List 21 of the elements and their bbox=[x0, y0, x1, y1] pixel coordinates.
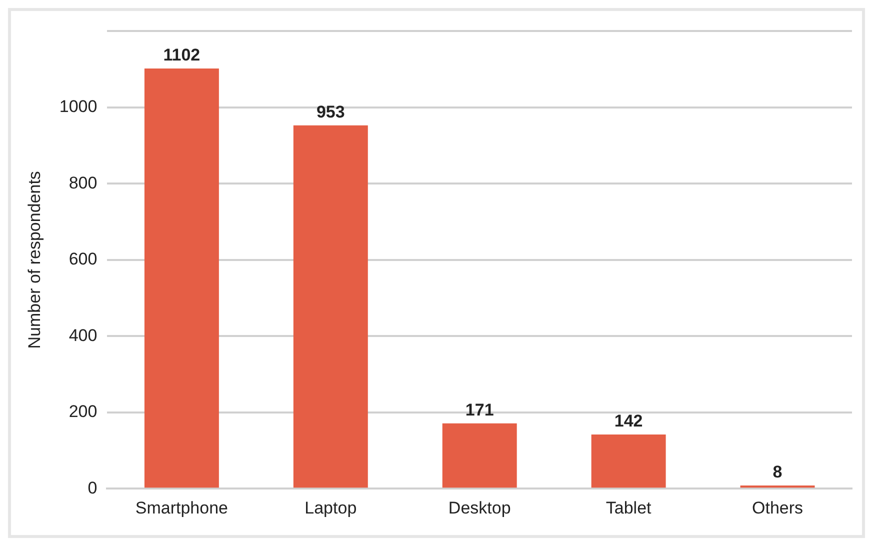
data-label: 8 bbox=[772, 462, 782, 482]
y-tick-label: 200 bbox=[68, 402, 98, 422]
bar bbox=[442, 423, 517, 488]
x-tick-label: Tablet bbox=[606, 498, 652, 518]
x-tick-label: Smartphone bbox=[135, 498, 228, 518]
x-tick-label: Others bbox=[752, 498, 804, 518]
y-tick-label: 400 bbox=[68, 326, 98, 345]
x-tick-label: Desktop bbox=[448, 498, 511, 518]
y-tick-label: 1000 bbox=[59, 97, 98, 116]
bar bbox=[591, 434, 666, 488]
data-label: 953 bbox=[316, 102, 345, 122]
data-label: 171 bbox=[465, 400, 494, 420]
bar bbox=[293, 125, 368, 488]
data-label: 142 bbox=[614, 412, 643, 431]
y-tick-label: 600 bbox=[68, 250, 98, 269]
y-axis-title: Number of respondents bbox=[24, 171, 44, 349]
x-tick-label: Laptop bbox=[304, 498, 357, 518]
data-label: 1102 bbox=[163, 46, 200, 65]
bar bbox=[144, 68, 219, 488]
y-tick-label: 0 bbox=[88, 478, 98, 498]
y-tick-label: 800 bbox=[68, 173, 98, 192]
